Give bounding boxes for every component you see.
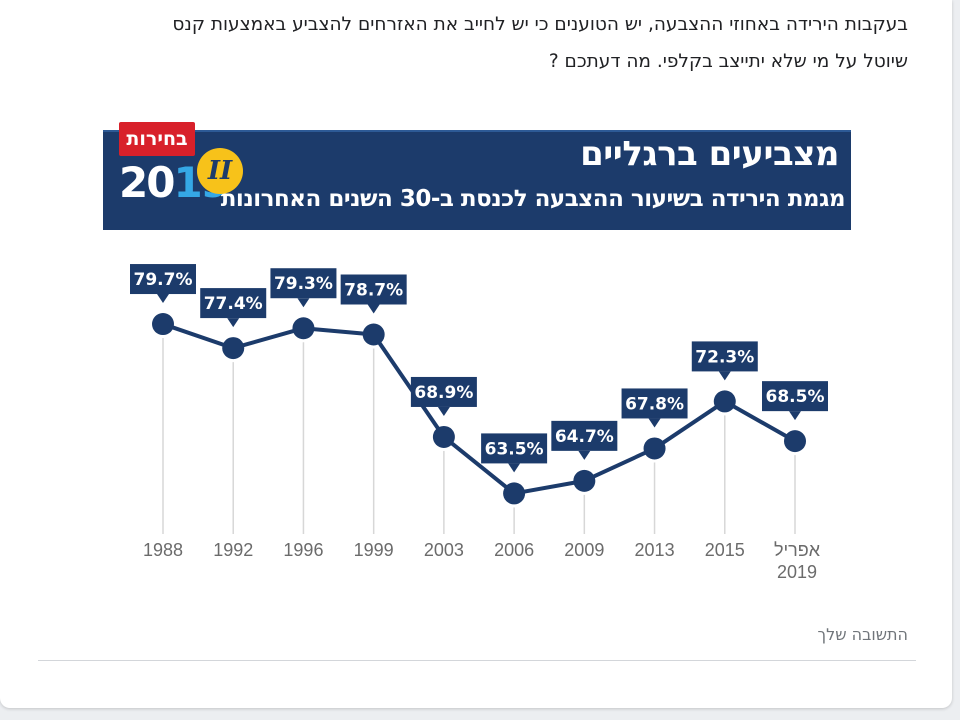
data-label: 68.5% [762, 381, 828, 421]
data-label-pointer [718, 371, 731, 381]
data-label: 63.5% [481, 433, 548, 473]
answer-underline [38, 660, 916, 661]
x-tick-label: 2006 [494, 540, 534, 560]
question-line-2: שיוטל על מי שלא יתייצב בקלפי. מה דעתכם ? [548, 51, 908, 72]
data-label-pointer [227, 318, 240, 328]
x-tick-label: 1988 [143, 540, 183, 560]
data-label-box [340, 274, 407, 305]
data-label-pointer [648, 418, 661, 428]
logo-year-a: 20 [119, 158, 175, 207]
data-label: 64.7% [551, 420, 618, 460]
data-label-pointer [367, 304, 380, 314]
data-point [784, 430, 806, 453]
question-text: בעקבות הירידה באחוזי ההצבעה, יש הטוענים … [28, 6, 908, 80]
data-label: 77.4% [200, 288, 267, 328]
data-label-text: 68.5% [766, 387, 825, 407]
data-label-box [130, 264, 196, 295]
x-tick-label: אפריל [774, 540, 821, 560]
x-tick-label: 2013 [635, 540, 675, 560]
data-label: 68.9% [410, 376, 477, 416]
data-label-text: 79.3% [274, 274, 333, 294]
data-label-box [551, 420, 618, 451]
x-tick-label: 1999 [354, 540, 394, 560]
chart-subtitle: מגמת הירידה בשיעור ההצבעה לכנסת ב-30 השנ… [220, 186, 846, 212]
data-label-pointer [508, 463, 521, 473]
data-point [222, 337, 245, 360]
data-label: 72.3% [691, 341, 758, 381]
data-point [362, 323, 385, 346]
data-point [152, 313, 174, 336]
x-tick-label: 2015 [705, 540, 745, 560]
chart-banner: מצביעים ברגליים מגמת הירידה בשיעור ההצבע… [103, 120, 851, 230]
data-label-box [200, 288, 267, 319]
data-point [432, 425, 455, 448]
x-tick-label: 1992 [213, 540, 253, 560]
data-label-pointer [297, 298, 310, 308]
data-label-text: 78.7% [344, 281, 403, 301]
data-point [503, 482, 526, 505]
x-tick-label: 2009 [564, 540, 604, 560]
data-label-text: 72.3% [695, 347, 754, 367]
data-point [643, 437, 666, 460]
data-label-box [621, 388, 688, 419]
series-line [162, 322, 796, 496]
data-label-pointer [157, 294, 169, 304]
banner-stripe [103, 130, 851, 132]
turnout-line-chart: 79.7% 1988 77.4% 1992 79.3% 1996 78.7% 1999 68.9… [130, 264, 828, 582]
x-tick-label: 2003 [424, 540, 464, 560]
data-label-box [691, 341, 758, 372]
data-point [713, 390, 736, 413]
data-label-text: 68.9% [414, 383, 473, 403]
data-label-box [481, 433, 548, 464]
data-label-pointer [578, 450, 591, 460]
data-point [292, 317, 315, 340]
question-line-1: בעקבות הירידה באחוזי ההצבעה, יש הטוענים … [172, 14, 908, 35]
x-tick-label: 1996 [283, 540, 323, 560]
data-point [573, 469, 596, 492]
answer-input[interactable]: התשובה שלך [817, 625, 908, 644]
data-label-pointer [437, 406, 450, 416]
data-label-text: 64.7% [555, 427, 614, 447]
data-label-text: 67.8% [625, 394, 684, 414]
data-label: 79.7% [130, 264, 196, 304]
data-label-box [410, 376, 477, 407]
data-label-pointer [789, 411, 801, 421]
data-label-box [270, 268, 337, 299]
data-label-text: 77.4% [204, 294, 263, 314]
x-tick-label: 2019 [777, 562, 817, 582]
data-label-text: 63.5% [485, 439, 544, 459]
data-label-box [762, 381, 828, 412]
data-label-text: 79.7% [134, 270, 193, 290]
question-card: בעקבות הירידה באחוזי ההצבעה, יש הטוענים … [0, 0, 952, 708]
data-label: 67.8% [621, 388, 688, 428]
round-two-badge-icon: II [197, 148, 243, 194]
chart-title: מצביעים ברגליים [580, 134, 839, 174]
data-label: 79.3% [270, 268, 337, 308]
elections-logo-tag: בחירות [119, 122, 195, 156]
data-label: 78.7% [340, 274, 407, 314]
